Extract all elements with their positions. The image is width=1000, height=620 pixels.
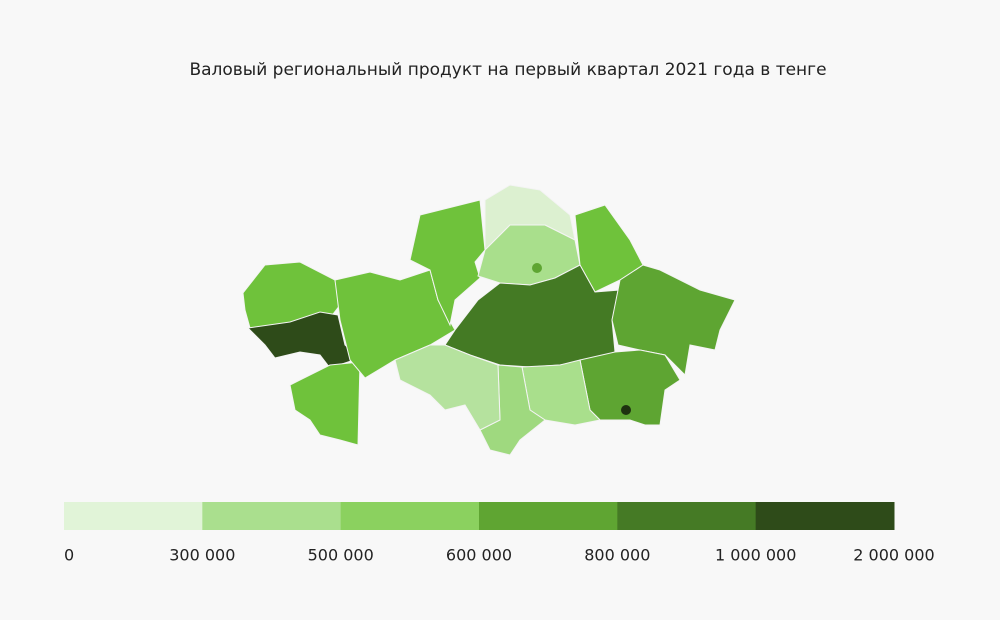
map-title: Валовый региональный продукт на первый к… [189, 60, 826, 80]
legend-swatch [202, 502, 342, 530]
legend-tick-label: 600 000 [446, 546, 512, 565]
legend-swatch [479, 502, 618, 530]
region [334, 269, 456, 379]
legend-tick-label: 2 000 000 [853, 546, 934, 565]
legend-swatch [340, 502, 480, 530]
legend-tick-label: 1 000 000 [715, 546, 796, 565]
legend: 0 300 000 500 000 600 000 800 000 1 000 000 2 … [64, 502, 935, 565]
legend-swatch [64, 502, 203, 530]
region [394, 344, 501, 431]
city-marker [621, 405, 631, 415]
region [611, 264, 736, 377]
region [409, 199, 486, 327]
region [289, 361, 361, 446]
legend-tick-label: 500 000 [308, 546, 374, 565]
legend-swatch [755, 502, 895, 530]
legend-swatch [617, 502, 757, 530]
legend-tick-label: 0 [64, 546, 74, 565]
legend-tick-label: 800 000 [584, 546, 650, 565]
legend-tick-label: 300 000 [169, 546, 235, 565]
city-marker [532, 263, 542, 273]
map [242, 184, 736, 456]
